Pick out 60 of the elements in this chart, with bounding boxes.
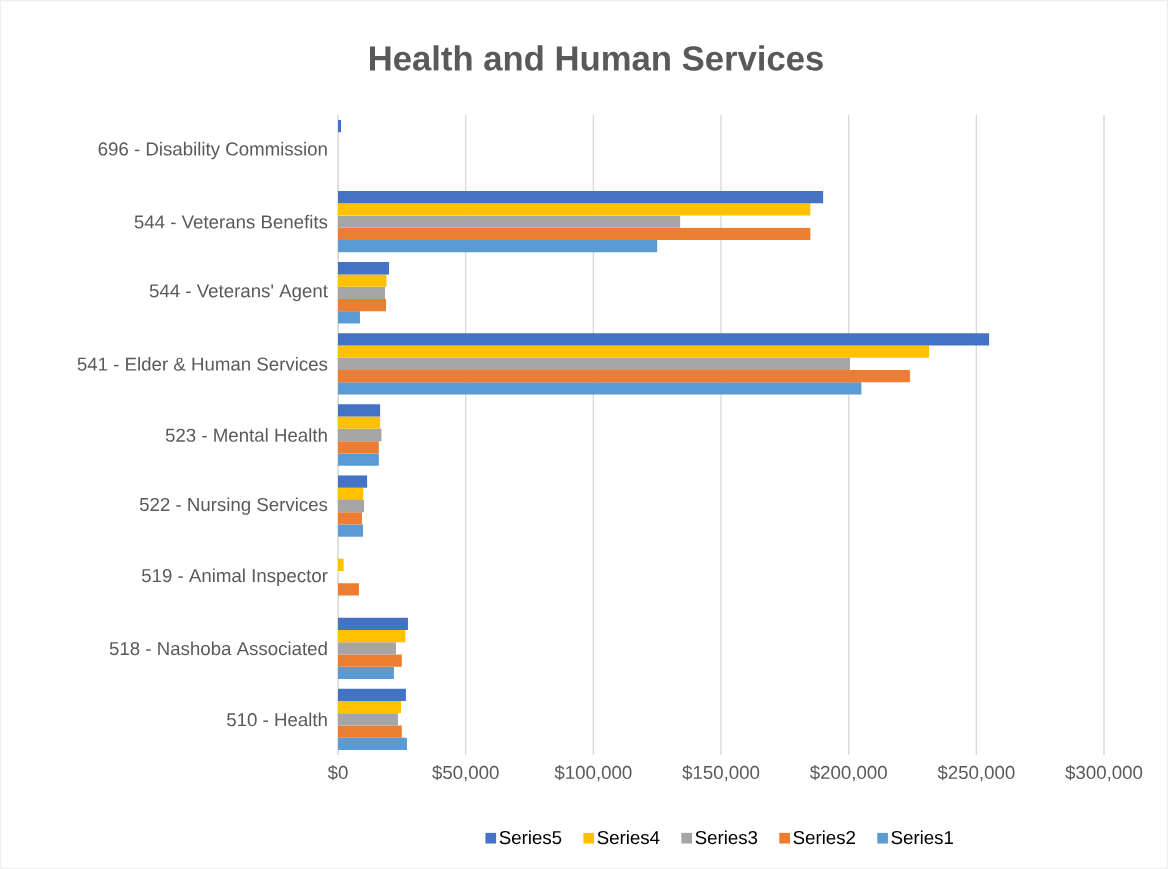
- bar: [338, 333, 990, 346]
- bar: [338, 215, 681, 228]
- bar: [338, 428, 382, 442]
- x-tick-label: $0: [327, 765, 348, 781]
- x-tick-label: $50,000: [432, 765, 499, 782]
- bar: [338, 298, 386, 312]
- y-tick-label: 544 - Veterans' Agent: [149, 284, 328, 302]
- bar: [338, 642, 396, 655]
- bar: [338, 666, 394, 679]
- legend-label: Series4: [597, 830, 660, 845]
- bar: [338, 499, 365, 513]
- bar: [338, 240, 658, 253]
- bar: [338, 512, 362, 525]
- bar: [338, 370, 910, 383]
- bar: [338, 227, 811, 241]
- y-tick-label: 519 - Animal Inspector: [141, 568, 328, 586]
- bar: [338, 583, 359, 596]
- x-tick-label: $300,000: [1065, 765, 1143, 782]
- x-tick-label: $100,000: [554, 765, 632, 782]
- legend-label: Series3: [695, 830, 758, 845]
- bar: [338, 416, 381, 429]
- chart-title: Health and Human Services: [370, 45, 823, 71]
- x-tick-label: $250,000: [937, 765, 1015, 782]
- bar: [338, 688, 406, 702]
- bar: [338, 524, 364, 537]
- bar: [338, 737, 407, 751]
- bar: [338, 345, 930, 358]
- bar: [338, 404, 381, 417]
- bar: [338, 203, 811, 216]
- bar: [338, 262, 390, 275]
- bar: [338, 441, 379, 454]
- y-tick-label: 510 - Health: [227, 712, 327, 727]
- bar: [338, 475, 368, 488]
- legend-label: Series2: [793, 830, 855, 845]
- x-tick-label: $200,000: [809, 765, 887, 782]
- bar: [338, 274, 387, 287]
- bar: [338, 453, 379, 466]
- legend-label: Series5: [499, 830, 562, 845]
- y-tick-label: 523 - Mental Health: [165, 428, 327, 442]
- bar: [338, 713, 399, 726]
- y-tick-label: 696 - Disability Commission: [98, 141, 327, 160]
- x-tick-label: $150,000: [682, 765, 760, 782]
- y-tick-label: 541 - Elder & Human Services: [77, 357, 328, 371]
- legend-label: Series1: [891, 830, 953, 845]
- bar: [338, 487, 364, 500]
- bar: [338, 191, 824, 204]
- bar: [338, 357, 850, 371]
- bar: [338, 701, 402, 714]
- bar: [338, 629, 406, 643]
- bar: [338, 558, 344, 572]
- y-tick-label: 518 - Nashoba Associated: [109, 641, 327, 656]
- bar: [338, 654, 402, 667]
- bar: [338, 617, 408, 630]
- bar: [338, 286, 385, 299]
- bar: [338, 382, 862, 395]
- y-tick-label: 544 - Veterans Benefits: [134, 214, 328, 229]
- bar: [338, 119, 342, 133]
- y-tick-label: 522 - Nursing Services: [139, 497, 328, 515]
- bar: [338, 725, 402, 738]
- bar: [338, 311, 360, 324]
